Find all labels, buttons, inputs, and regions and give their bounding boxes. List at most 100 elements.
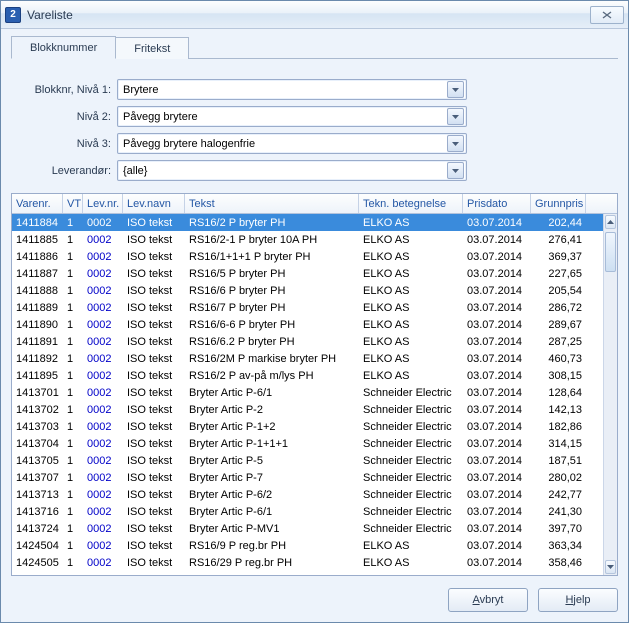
- col-levnavn[interactable]: Lev.navn: [123, 194, 185, 213]
- cell-tekn: Schneider Electric: [359, 455, 463, 467]
- cell-levnavn: ISO tekst: [123, 489, 185, 501]
- cell-levnr: 0002: [83, 353, 123, 365]
- close-button[interactable]: [590, 6, 624, 24]
- cell-tekst: RS16/2 P av-på m/lys PH: [185, 370, 359, 382]
- grid-header: Varenr. VT Lev.nr. Lev.navn Tekst Tekn. …: [12, 194, 617, 214]
- cell-prisdato: 03.07.2014: [463, 353, 531, 365]
- combo-nivå1[interactable]: Brytere: [117, 79, 467, 100]
- cell-tekn: ELKO AS: [359, 370, 463, 382]
- combo-leverandør[interactable]: {alle}: [117, 160, 467, 181]
- titlebar: 2 Vareliste: [1, 1, 628, 29]
- col-prisdato[interactable]: Prisdato: [463, 194, 531, 213]
- cell-grunnpris: 182,86: [531, 421, 586, 433]
- table-row[interactable]: 141370310002ISO tekstBryter Artic P-1+2S…: [12, 418, 617, 435]
- label-nivå1: Blokknr, Nivå 1:: [15, 84, 111, 96]
- cell-prisdato: 03.07.2014: [463, 574, 531, 576]
- app-icon: 2: [5, 7, 21, 23]
- cell-levnr: 0002: [83, 557, 123, 569]
- table-row[interactable]: 141372410002ISO tekstBryter Artic P-MV1S…: [12, 520, 617, 537]
- table-row[interactable]: 141188610002ISO tekstRS16/1+1+1 P bryter…: [12, 248, 617, 265]
- cell-levnavn: ISO tekst: [123, 404, 185, 416]
- cell-vt: 1: [63, 268, 83, 280]
- cell-tekst: REG.BRYTER UNI IR/9K: [185, 574, 359, 576]
- scroll-track[interactable]: [605, 230, 616, 559]
- button-label: Avbryt: [473, 594, 504, 606]
- col-varenr[interactable]: Varenr.: [12, 194, 63, 213]
- cell-tekn: ELKO AS: [359, 302, 463, 314]
- vertical-scrollbar[interactable]: [603, 214, 617, 575]
- tab-fritekst[interactable]: Fritekst: [115, 37, 189, 59]
- window-title: Vareliste: [27, 8, 584, 22]
- cell-grunnpris: 142,13: [531, 404, 586, 416]
- cell-vt: 1: [63, 540, 83, 552]
- table-row[interactable]: 141188710002ISO tekstRS16/5 P bryter PHE…: [12, 265, 617, 282]
- table-row[interactable]: 141188810002ISO tekstRS16/6 P bryter PHE…: [12, 282, 617, 299]
- row-nivå1: Blokknr, Nivå 1: Brytere: [15, 79, 614, 100]
- label-nivå3: Nivå 3:: [15, 138, 111, 150]
- cell-levnavn: ISO tekst: [123, 336, 185, 348]
- cell-grunnpris: 314,15: [531, 438, 586, 450]
- table-row[interactable]: 141188410002ISO tekstRS16/2 P bryter PHE…: [12, 214, 617, 231]
- chevron-down-icon[interactable]: [447, 81, 464, 98]
- cell-vt: 1: [63, 217, 83, 229]
- chevron-down-icon[interactable]: [447, 108, 464, 125]
- data-grid: Varenr. VT Lev.nr. Lev.navn Tekst Tekn. …: [11, 193, 618, 576]
- cell-vt: 1: [63, 557, 83, 569]
- combo-value: {alle}: [123, 165, 447, 177]
- cell-varenr: 1413716: [12, 506, 63, 518]
- cell-levnr: 0002: [83, 489, 123, 501]
- cell-levnr: 0002: [83, 472, 123, 484]
- table-row[interactable]: 142525410002ISO tekstREG.BRYTER UNI IR/9…: [12, 571, 617, 575]
- cell-prisdato: 03.07.2014: [463, 370, 531, 382]
- col-levnr[interactable]: Lev.nr.: [83, 194, 123, 213]
- table-row[interactable]: 141188910002ISO tekstRS16/7 P bryter PHE…: [12, 299, 617, 316]
- cell-tekn: ELKO AS: [359, 285, 463, 297]
- scroll-up-icon[interactable]: [605, 215, 616, 229]
- cell-prisdato: 03.07.2014: [463, 268, 531, 280]
- help-button[interactable]: Hjelp: [538, 588, 618, 612]
- cell-grunnpris: 358,46: [531, 557, 586, 569]
- cell-vt: 1: [63, 285, 83, 297]
- table-row[interactable]: 141189510002ISO tekstRS16/2 P av-på m/ly…: [12, 367, 617, 384]
- table-row[interactable]: 141188510002ISO tekstRS16/2-1 P bryter 1…: [12, 231, 617, 248]
- cell-tekn: ELKO AS: [359, 557, 463, 569]
- table-row[interactable]: 141370710002ISO tekstBryter Artic P-7Sch…: [12, 469, 617, 486]
- tab-blokknummer[interactable]: Blokknummer: [11, 36, 116, 59]
- cell-varenr: 1413713: [12, 489, 63, 501]
- col-vt[interactable]: VT: [63, 194, 83, 213]
- table-row[interactable]: 141370210002ISO tekstBryter Artic P-2Sch…: [12, 401, 617, 418]
- col-grunnpris[interactable]: Grunnpris: [531, 194, 586, 213]
- table-row[interactable]: 141371310002ISO tekstBryter Artic P-6/2S…: [12, 486, 617, 503]
- cell-tekst: RS16/2 P bryter PH: [185, 217, 359, 229]
- table-row[interactable]: 141189010002ISO tekstRS16/6-6 P bryter P…: [12, 316, 617, 333]
- table-row[interactable]: 141370110002ISO tekstBryter Artic P-6/1S…: [12, 384, 617, 401]
- chevron-down-icon[interactable]: [447, 162, 464, 179]
- col-tekn[interactable]: Tekn. betegnelse: [359, 194, 463, 213]
- col-tekst[interactable]: Tekst: [185, 194, 359, 213]
- cell-tekn: ELKO AS: [359, 353, 463, 365]
- combo-nivå3[interactable]: Påvegg brytere halogenfrie: [117, 133, 467, 154]
- table-row[interactable]: 142450410002ISO tekstRS16/9 P reg.br PHE…: [12, 537, 617, 554]
- cell-varenr: 1413701: [12, 387, 63, 399]
- combo-nivå2[interactable]: Påvegg brytere: [117, 106, 467, 127]
- cell-levnavn: ISO tekst: [123, 234, 185, 246]
- cell-grunnpris: 286,72: [531, 302, 586, 314]
- chevron-down-icon[interactable]: [447, 135, 464, 152]
- table-row[interactable]: 142450510002ISO tekstRS16/29 P reg.br PH…: [12, 554, 617, 571]
- scroll-thumb[interactable]: [605, 232, 616, 272]
- table-row[interactable]: 141370410002ISO tekstBryter Artic P-1+1+…: [12, 435, 617, 452]
- table-row[interactable]: 141189210002ISO tekstRS16/2M P markise b…: [12, 350, 617, 367]
- cell-levnr: 0002: [83, 251, 123, 263]
- cell-tekn: ELKO AS: [359, 336, 463, 348]
- cell-tekn: Schneider Electric: [359, 404, 463, 416]
- scroll-down-icon[interactable]: [605, 560, 616, 574]
- tab-label: Fritekst: [134, 43, 170, 55]
- cell-tekst: RS16/7 P bryter PH: [185, 302, 359, 314]
- cell-levnavn: ISO tekst: [123, 557, 185, 569]
- cell-levnr: 0002: [83, 302, 123, 314]
- table-row[interactable]: 141370510002ISO tekstBryter Artic P-5Sch…: [12, 452, 617, 469]
- table-row[interactable]: 141371610002ISO tekstBryter Artic P-6/1S…: [12, 503, 617, 520]
- cell-vt: 1: [63, 353, 83, 365]
- table-row[interactable]: 141189110002ISO tekstRS16/6.2 P bryter P…: [12, 333, 617, 350]
- cancel-button[interactable]: Avbryt: [448, 588, 528, 612]
